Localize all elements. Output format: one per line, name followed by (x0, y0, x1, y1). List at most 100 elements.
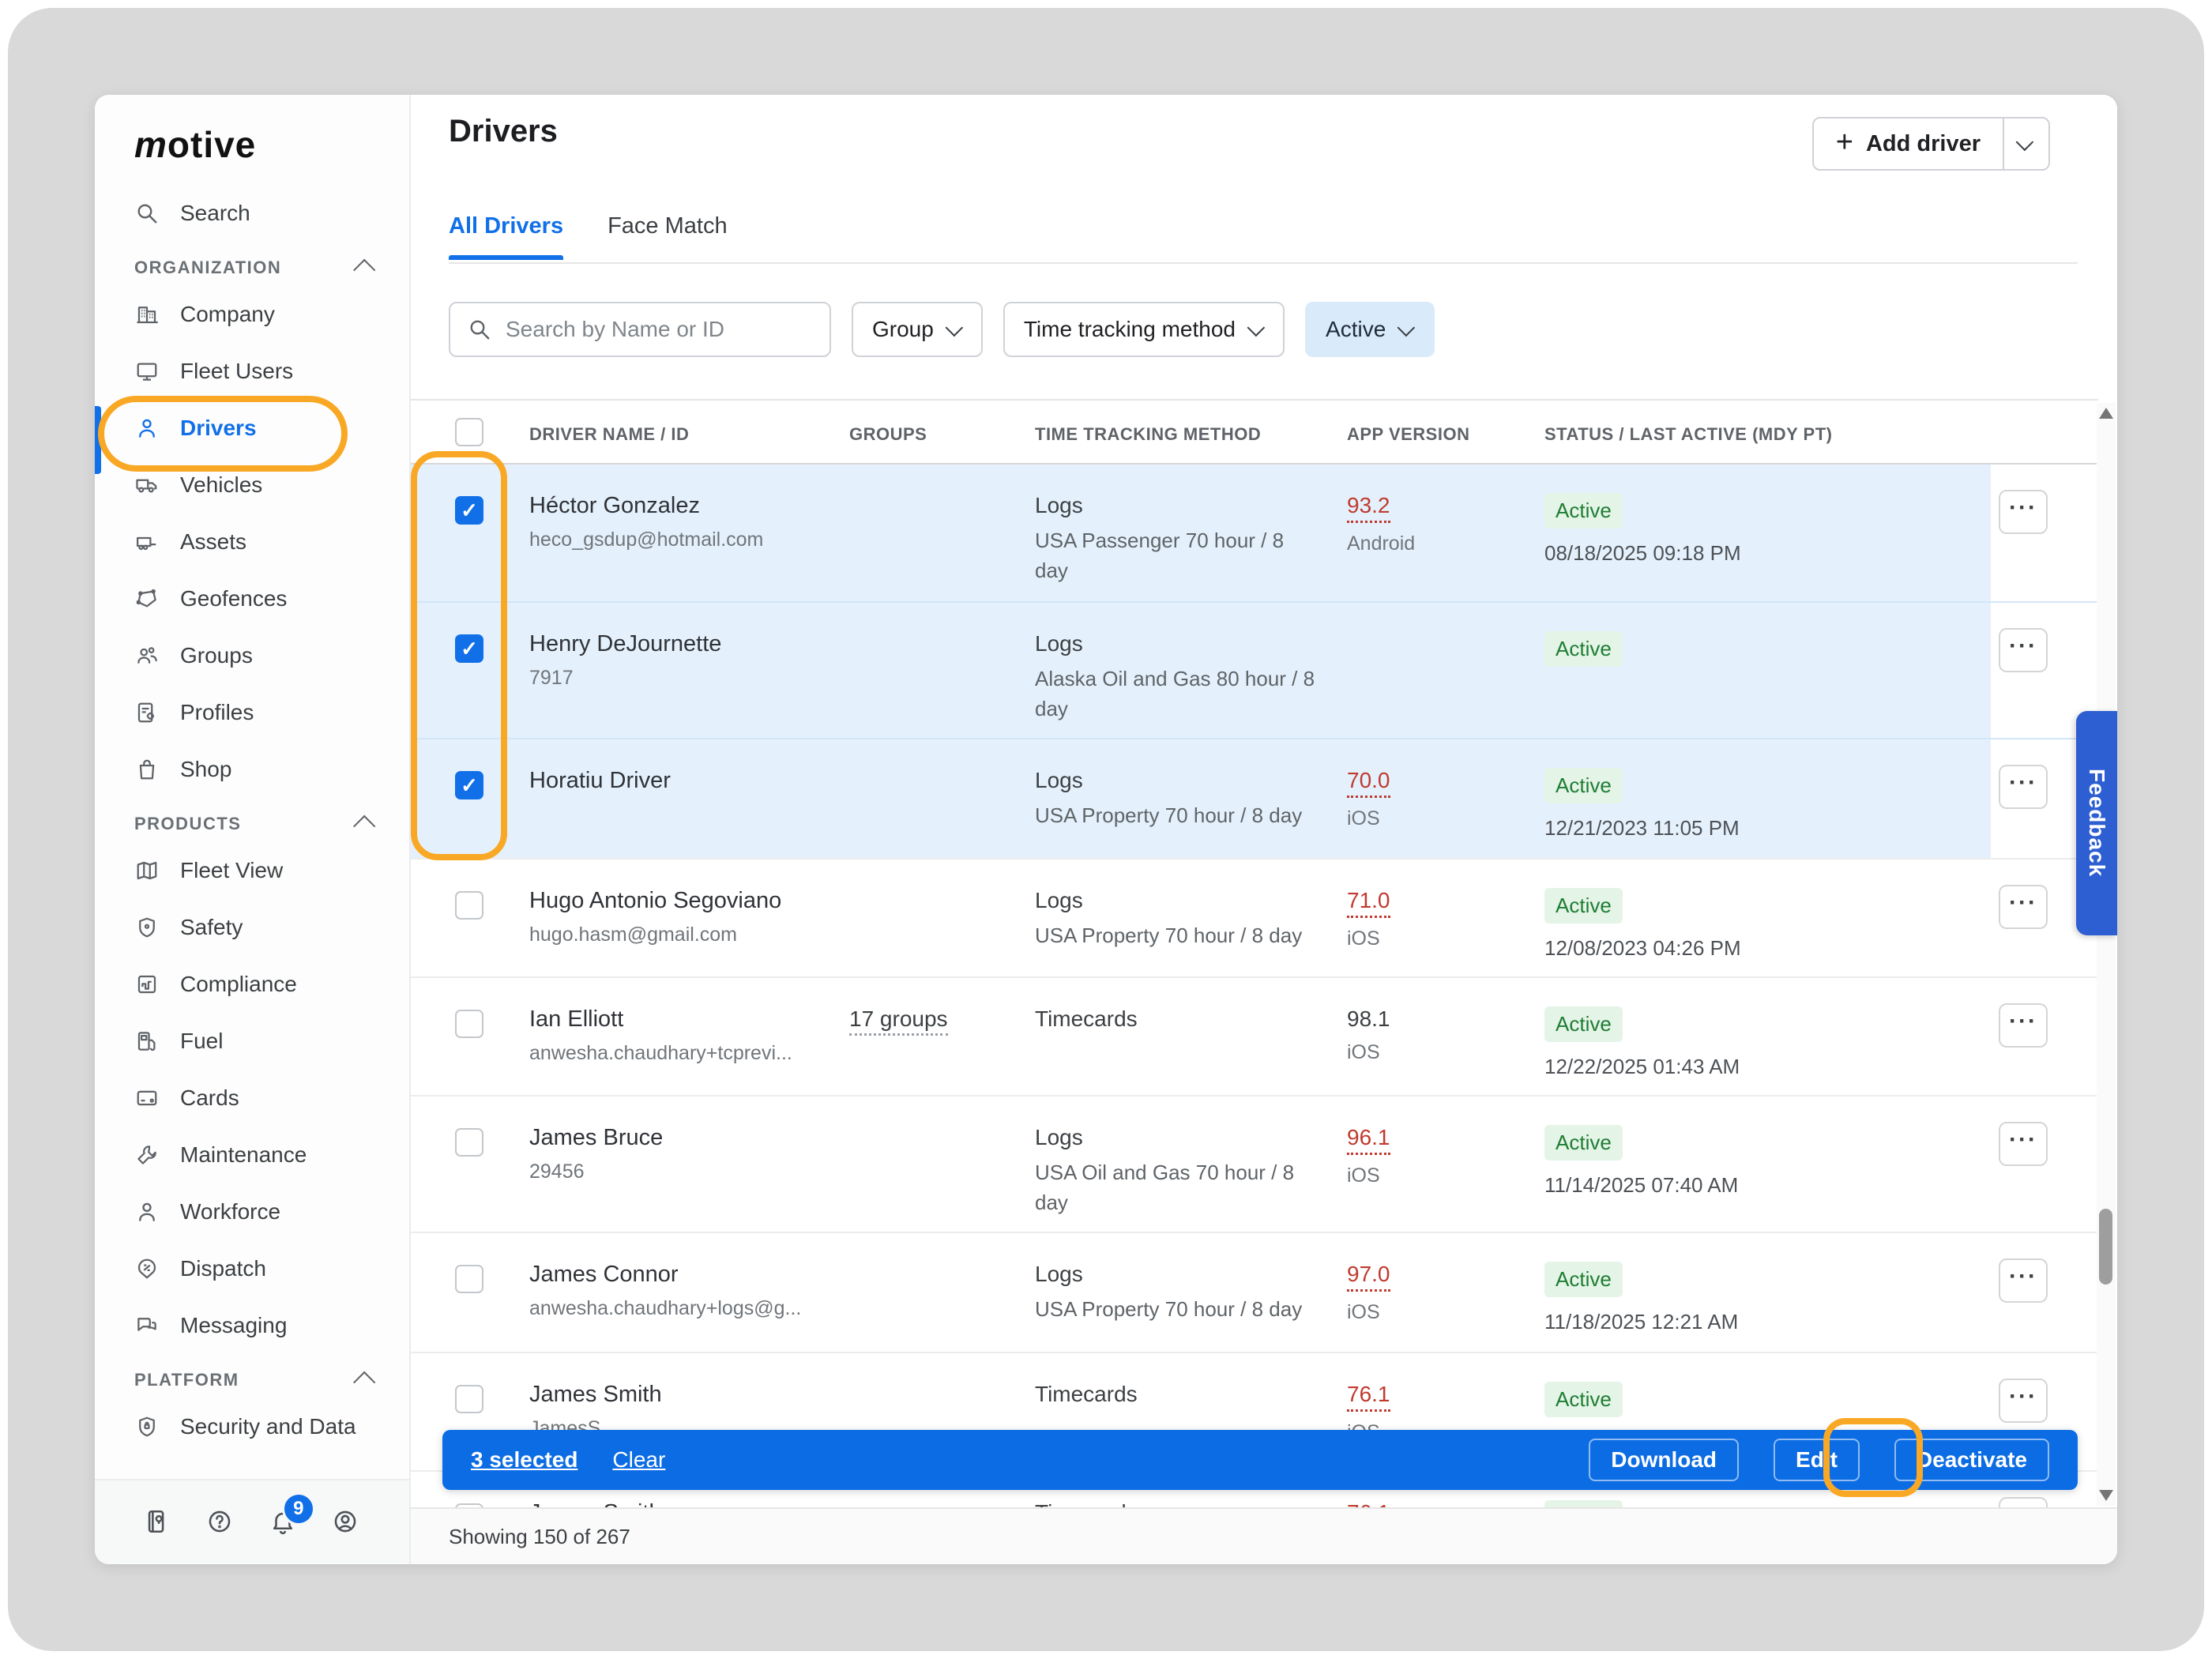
sidebar-item-messaging[interactable]: Messaging (95, 1297, 409, 1354)
status-filter-dropdown[interactable]: Active (1305, 302, 1435, 357)
sidebar-item-fleet-users[interactable]: Fleet Users (95, 343, 409, 400)
row-actions-button[interactable]: ··· (1999, 1122, 2048, 1166)
app-platform: iOS (1347, 927, 1380, 950)
driver-name[interactable]: Hugo Antonio Segoviano (529, 888, 782, 913)
sidebar-item-shop[interactable]: Shop (95, 741, 409, 798)
deactivate-button[interactable]: Deactivate (1894, 1439, 2049, 1481)
sidebar-item-profiles[interactable]: Profiles (95, 684, 409, 741)
selected-count-link[interactable]: 3 selected (471, 1447, 578, 1472)
table-row[interactable]: James Connor anwesha.chaudhary+logs@g... … (411, 1232, 2098, 1352)
chevron-down-icon (945, 318, 964, 337)
sidebar-item-geofences[interactable]: Geofences (95, 570, 409, 627)
table-row[interactable]: ✓ Henry DeJournette 7917 Logs Alaska Oil a… (411, 601, 2098, 738)
tab-all-drivers[interactable]: All Drivers (449, 213, 564, 260)
app-version[interactable]: 76.1 (1347, 1500, 1390, 1507)
driver-name[interactable]: Ian Elliott (529, 1006, 624, 1032)
sidebar-item-security-and-data[interactable]: Security and Data (95, 1398, 409, 1455)
sidebar-item-vehicles[interactable]: Vehicles (95, 457, 409, 514)
sidebar-section-platform[interactable]: PLATFORM (95, 1362, 409, 1398)
sidebar-item-drivers[interactable]: Drivers (95, 400, 409, 457)
sidebar-item-compliance[interactable]: Compliance (95, 956, 409, 1013)
driver-name[interactable]: Héctor Gonzalez (529, 493, 700, 518)
row-actions-button[interactable]: ··· (1999, 628, 2048, 672)
sidebar-section-organization[interactable]: ORGANIZATION (95, 250, 409, 286)
app-version[interactable]: 71.0 (1347, 888, 1390, 918)
driver-id: 7917 (529, 667, 574, 689)
table-row[interactable]: James Bruce 29456 Logs USA Oil and Gas 70 … (411, 1095, 2098, 1232)
sidebar-item-workforce[interactable]: Workforce (95, 1183, 409, 1240)
row-actions-button[interactable]: ··· (1999, 1003, 2048, 1048)
sidebar-item-search[interactable]: Search (95, 185, 409, 242)
add-driver-button[interactable]: + Add driver (1814, 118, 2003, 169)
row-checkbox[interactable] (455, 891, 483, 920)
driver-name[interactable]: James Connor (529, 1262, 679, 1287)
sidebar-item-company[interactable]: Company (95, 286, 409, 343)
sidebar-item-assets[interactable]: Assets (95, 514, 409, 570)
row-actions-button[interactable]: ··· (1999, 885, 2048, 929)
sidebar-item-groups[interactable]: Groups (95, 627, 409, 684)
tab-face-match[interactable]: Face Match (608, 213, 728, 239)
shield-lock-icon (134, 1414, 160, 1439)
table-scrollbar[interactable] (2097, 403, 2116, 1506)
status-badge: Active (1544, 768, 1623, 803)
driver-name[interactable]: James Bruce (529, 1125, 664, 1150)
select-all-checkbox[interactable] (455, 418, 483, 446)
driver-name[interactable]: James Smith (529, 1500, 845, 1507)
scroll-up-arrow[interactable] (2099, 408, 2113, 419)
driver-search-field[interactable] (449, 302, 831, 357)
account-icon[interactable] (332, 1508, 360, 1537)
row-checkbox[interactable]: ✓ (455, 771, 483, 799)
search-input[interactable] (506, 317, 812, 342)
row-checkbox[interactable] (455, 1385, 483, 1413)
driver-name[interactable]: James Smith (529, 1382, 662, 1407)
app-version[interactable]: 76.1 (1347, 1382, 1390, 1412)
row-actions-button[interactable]: ··· (1999, 1497, 2048, 1507)
row-checkbox[interactable]: ✓ (455, 496, 483, 525)
row-actions-button[interactable]: ··· (1999, 1379, 2048, 1423)
help-icon[interactable] (206, 1508, 235, 1537)
sidebar-item-fleet-view[interactable]: Fleet View (95, 842, 409, 899)
row-checkbox[interactable] (455, 1503, 483, 1507)
sidebar-item-maintenance[interactable]: Maintenance (95, 1127, 409, 1183)
clear-selection-link[interactable]: Clear (612, 1447, 666, 1472)
row-checkbox[interactable] (455, 1128, 483, 1157)
sidebar-item-cards[interactable]: Cards (95, 1070, 409, 1127)
driver-name[interactable]: Horatiu Driver (529, 768, 671, 793)
tracking-ruleset: USA Oil and Gas 70 hour / 8 day (1035, 1161, 1295, 1214)
time-tracking-filter-dropdown[interactable]: Time tracking method (1003, 302, 1285, 357)
row-checkbox[interactable] (455, 1010, 483, 1038)
app-version[interactable]: 93.2 (1347, 493, 1390, 523)
edit-button[interactable]: Edit (1774, 1439, 1860, 1481)
add-driver-menu-button[interactable] (2003, 118, 2048, 169)
row-checkbox[interactable] (455, 1265, 483, 1293)
row-actions-button[interactable]: ··· (1999, 1258, 2048, 1303)
table-row[interactable]: Ian Elliott anwesha.chaudhary+tcprevi... … (411, 976, 2098, 1095)
scroll-down-arrow[interactable] (2099, 1490, 2113, 1501)
download-button[interactable]: Download (1589, 1439, 1740, 1481)
table-row[interactable]: ✓ Héctor Gonzalez heco_gsdup@hotmail.com … (411, 465, 2098, 601)
guide-map-icon[interactable] (144, 1508, 172, 1537)
feedback-tab[interactable]: Feedback (2076, 711, 2117, 935)
row-actions-button[interactable]: ··· (1999, 765, 2048, 809)
document-gear-icon (134, 700, 160, 725)
app-version[interactable]: 70.0 (1347, 768, 1390, 798)
driver-name[interactable]: Henry DeJournette (529, 631, 722, 656)
group-filter-dropdown[interactable]: Group (852, 302, 983, 357)
table-row[interactable]: Hugo Antonio Segoviano hugo.hasm@gmail.co… (411, 858, 2098, 976)
sidebar-item-fuel[interactable]: Fuel (95, 1013, 409, 1070)
notifications-bell-icon[interactable]: 9 (269, 1492, 315, 1537)
sidebar-item-label: Profiles (180, 700, 254, 724)
row-actions-button[interactable]: ··· (1999, 490, 2048, 534)
app-platform: iOS (1347, 1164, 1380, 1187)
app-version[interactable]: 97.0 (1347, 1262, 1390, 1292)
app-version[interactable]: 96.1 (1347, 1125, 1390, 1155)
scrollbar-thumb[interactable] (2099, 1209, 2112, 1285)
sidebar-section-products[interactable]: PRODUCTS (95, 806, 409, 842)
sidebar-item-safety[interactable]: Safety (95, 899, 409, 956)
app-platform: iOS (1347, 1301, 1380, 1323)
table-row[interactable]: ✓ Horatiu Driver Logs USA Property 70 hou… (411, 738, 2098, 858)
groups-link[interactable]: 17 groups (849, 1006, 948, 1036)
row-checkbox[interactable]: ✓ (455, 634, 483, 663)
sidebar-item-dispatch[interactable]: Dispatch (95, 1240, 409, 1297)
